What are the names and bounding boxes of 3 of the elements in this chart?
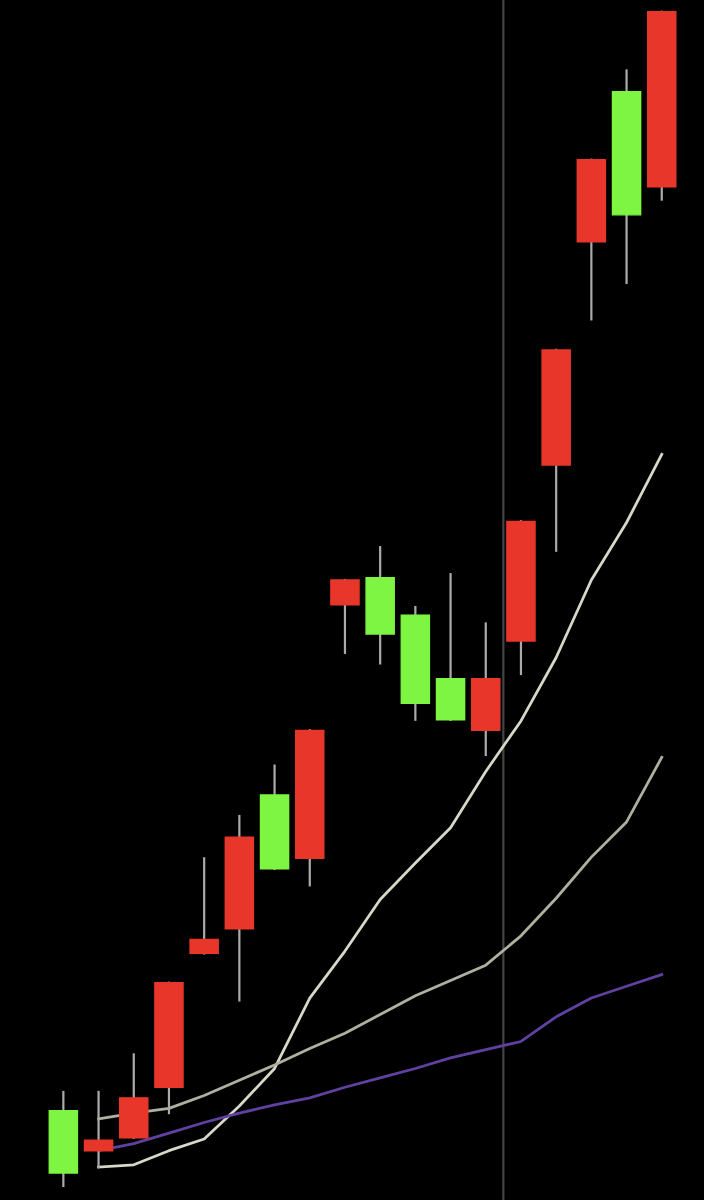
candlestick — [435, 573, 466, 721]
candlestick — [330, 578, 360, 654]
candlestick — [189, 857, 219, 955]
